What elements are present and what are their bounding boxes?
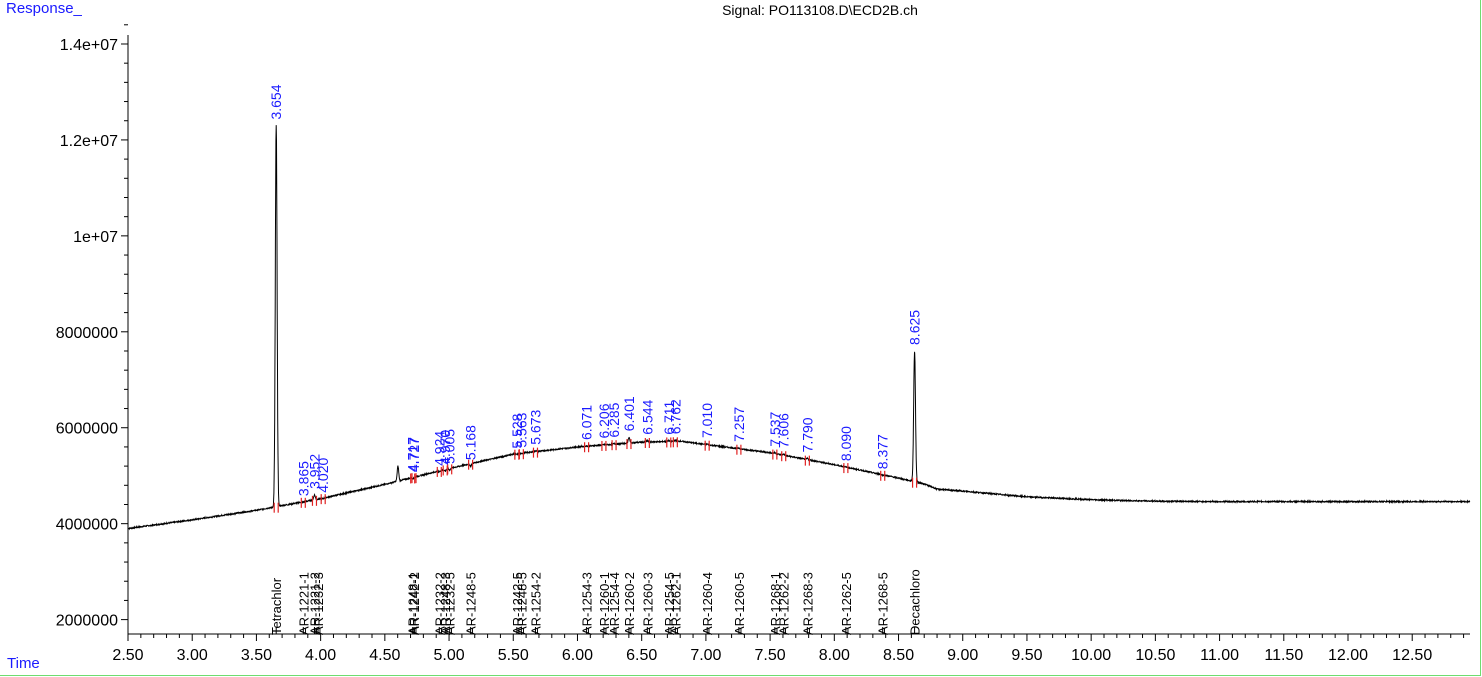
x-tick-label: 6.00: [562, 647, 593, 664]
x-tick-label: 8.00: [819, 647, 850, 664]
x-tick-label: 3.00: [177, 647, 208, 664]
compound-label: AR-1242-2: [407, 572, 422, 635]
compound-label: AR-1254-4: [607, 572, 622, 635]
compound-label: AR-1268-3: [800, 572, 815, 635]
y-tick-label: 8000000: [56, 325, 118, 342]
peak-time-label: 7.606: [776, 413, 792, 448]
chart-title: Signal: PO113108.D\ECD2B.ch: [640, 2, 1000, 18]
peak-time-label: 3.654: [268, 84, 284, 119]
x-tick-label: 10.00: [1071, 647, 1111, 664]
x-tick-label: 10.50: [1135, 647, 1175, 664]
peak-time-label: 8.090: [838, 426, 854, 461]
x-tick-label: 11.00: [1200, 647, 1239, 664]
compound-label: AR-1254-2: [528, 572, 543, 635]
x-tick-label: 5.50: [498, 647, 529, 664]
x-tick-label: 3.50: [241, 647, 272, 664]
peak-time-label: 4.020: [315, 457, 331, 492]
peak-time-label: 6.071: [579, 405, 595, 440]
compound-label: AR-1254-3: [580, 572, 595, 635]
compound-label: AR-1260-5: [732, 572, 747, 635]
x-tick-label: 12.50: [1392, 647, 1432, 664]
y-tick-label: 1e+07: [73, 229, 118, 246]
peak-time-label: 4.727: [406, 437, 422, 472]
compound-label: AR-1262-1: [668, 572, 683, 635]
x-tick-label: 6.50: [626, 647, 657, 664]
x-tick-label: 9.00: [947, 647, 978, 664]
peak-time-label: 6.401: [621, 396, 637, 431]
x-tick-label: 11.50: [1264, 647, 1303, 664]
compound-label: AR-1232-3: [311, 572, 326, 635]
y-tick-label: 1.4e+07: [60, 37, 118, 54]
peak-time-label: 6.285: [606, 402, 622, 437]
compound-label: AR-1248-5: [464, 572, 479, 635]
x-tick-label: 7.00: [690, 647, 721, 664]
peak-time-label: 8.377: [875, 434, 891, 469]
compound-label: AR-1260-3: [640, 572, 655, 635]
peak-time-label: 8.625: [907, 310, 923, 345]
y-tick-label: 4000000: [56, 517, 118, 534]
compound-label: AR-1260-4: [700, 572, 715, 635]
y-tick-label: 2000000: [56, 613, 118, 630]
integration-markers: [274, 437, 916, 512]
peak-time-label: 5.168: [463, 425, 479, 460]
compound-label: AR-1268-5: [876, 572, 891, 635]
x-tick-label: 7.50: [755, 647, 786, 664]
peak-time-label: 7.010: [699, 403, 715, 438]
peak-time-label: 5.673: [527, 410, 543, 445]
compound-label: Tetrachlor: [269, 577, 284, 635]
compound-label: AR-1232-5: [443, 572, 458, 635]
x-tick-label: 12.00: [1328, 647, 1368, 664]
compound-label: Decachloro: [908, 569, 923, 635]
x-tick-label: 4.00: [305, 647, 336, 664]
y-axis-title: Response_: [6, 0, 82, 17]
x-axis-title: Time: [7, 655, 40, 672]
y-tick-label: 1.2e+07: [60, 133, 118, 150]
peak-time-label: 5.005: [442, 429, 458, 464]
x-tick-label: 2.50: [112, 647, 143, 664]
peak-time-label: 6.544: [639, 399, 655, 434]
x-tick-label: 5.00: [433, 647, 464, 664]
compound-label: AR-1248-5: [514, 572, 529, 635]
peak-time-label: 6.762: [667, 399, 683, 434]
compound-labels: Tetrachlor AR-1221-1AR-1221-2AR-1232-3 AR-…: [269, 569, 922, 635]
x-tick-label: 4.50: [369, 647, 400, 664]
compound-label: AR-1262-2: [777, 572, 792, 635]
x-tick-label: 8.50: [883, 647, 914, 664]
y-tick-label: 6000000: [56, 421, 118, 438]
peak-time-label: 7.257: [731, 407, 747, 442]
peak-time-label: 7.790: [799, 417, 815, 452]
compound-label: AR-1262-5: [839, 572, 854, 635]
compound-label: AR-1260-2: [622, 572, 637, 635]
x-tick-label: 9.50: [1011, 647, 1042, 664]
axes: 2.50 3.00 3.50 4.00 4.50 5.00 5.50 6.00 6.50 7.00…: [56, 25, 1470, 664]
